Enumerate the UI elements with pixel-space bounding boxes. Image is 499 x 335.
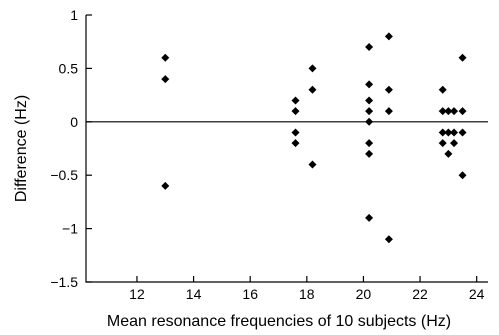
x-tick-label: 18 [299,286,315,302]
y-axis-title: Difference (Hz) [13,95,30,202]
data-point [438,139,447,148]
data-point [444,149,453,158]
data-point [291,96,300,105]
x-tick-label: 14 [186,286,202,302]
data-point [365,107,374,116]
x-tick-label: 12 [129,286,145,302]
x-tick-label: 22 [412,286,428,302]
data-point [365,43,374,52]
y-axis-ticks: −1.5 −1 −0.5 0 0.5 1 [50,7,92,290]
x-tick-label: 16 [242,286,258,302]
data-point [458,171,467,180]
data-point [438,107,447,116]
data-point [458,107,467,116]
data-point [458,53,467,62]
data-point [450,107,459,116]
data-point [458,128,467,137]
data-point [291,139,300,148]
x-tick-label: 20 [356,286,372,302]
y-tick-label: −1 [62,221,78,237]
data-point [308,64,317,73]
y-tick-label: 0.5 [59,60,79,76]
data-point [365,96,374,105]
data-point [365,213,374,222]
data-points [161,32,467,244]
data-point [384,107,393,116]
y-tick-label: 1 [70,7,78,23]
data-point [365,80,374,89]
data-point [384,85,393,94]
data-point [291,128,300,137]
data-point [161,53,170,62]
x-axis-ticks: 12 14 16 18 20 22 24 [129,276,485,302]
data-point [444,128,453,137]
data-point [161,181,170,190]
data-point [365,117,374,126]
x-axis-title: Mean resonance frequencies of 10 subject… [107,313,451,330]
data-point [438,85,447,94]
data-point [450,128,459,137]
data-point [365,139,374,148]
data-point [450,139,459,148]
data-point [291,107,300,116]
data-point [161,75,170,84]
data-point [308,85,317,94]
data-point [438,128,447,137]
y-tick-label: −0.5 [50,167,78,183]
data-point [444,107,453,116]
x-tick-label: 24 [469,286,485,302]
data-point [384,32,393,41]
data-point [384,235,393,244]
data-point [308,160,317,169]
data-point [365,149,374,158]
axis-frame [85,15,488,283]
y-tick-label: −1.5 [50,274,78,290]
y-tick-label: 0 [70,114,78,130]
